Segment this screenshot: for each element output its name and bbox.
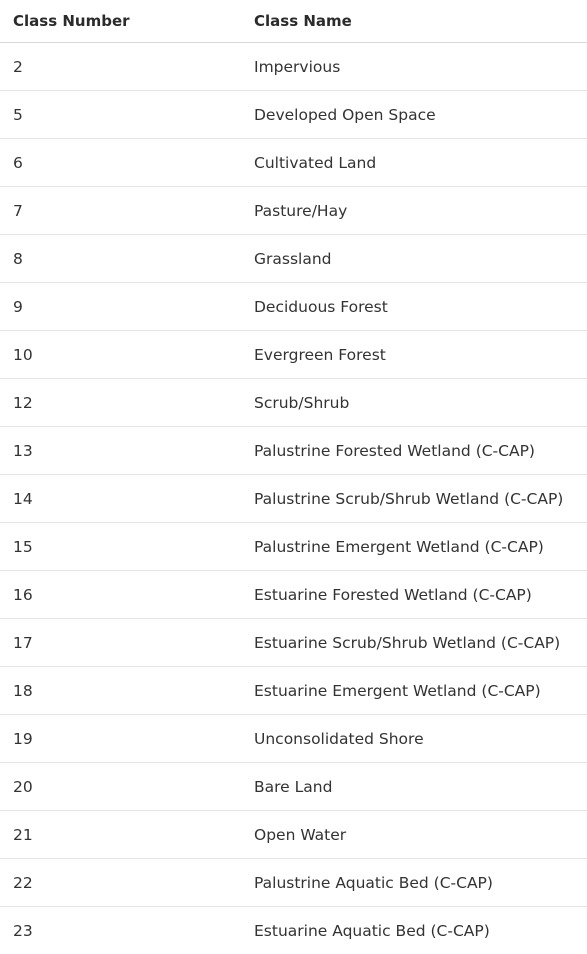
class-number-cell: 9: [0, 283, 241, 331]
class-name-cell: Scrub/Shrub: [241, 379, 587, 427]
class-name-cell: Pasture/Hay: [241, 187, 587, 235]
class-number-cell: 18: [0, 667, 241, 715]
class-name-cell: Estuarine Scrub/Shrub Wetland (C-CAP): [241, 619, 587, 667]
class-name-cell: Palustrine Aquatic Bed (C-CAP): [241, 859, 587, 907]
column-header-class-name: Class Name: [241, 0, 587, 43]
class-name-cell: Impervious: [241, 43, 587, 91]
class-number-cell: 12: [0, 379, 241, 427]
class-number-cell: 6: [0, 139, 241, 187]
class-number-cell: 13: [0, 427, 241, 475]
class-number-cell: 20: [0, 763, 241, 811]
class-name-cell: Palustrine Scrub/Shrub Wetland (C-CAP): [241, 475, 587, 523]
table-header: Class Number Class Name: [0, 0, 587, 43]
class-number-cell: 15: [0, 523, 241, 571]
class-number-cell: 17: [0, 619, 241, 667]
class-name-cell: Estuarine Emergent Wetland (C-CAP): [241, 667, 587, 715]
class-number-cell: 14: [0, 475, 241, 523]
class-name-cell: Deciduous Forest: [241, 283, 587, 331]
class-number-cell: 2: [0, 43, 241, 91]
class-number-cell: 5: [0, 91, 241, 139]
header-row: Class Number Class Name: [0, 0, 587, 43]
class-name-cell: Evergreen Forest: [241, 331, 587, 379]
class-number-cell: 23: [0, 907, 241, 954]
class-name-cell: Palustrine Forested Wetland (C-CAP): [241, 427, 587, 475]
column-header-class-number: Class Number: [0, 0, 241, 43]
class-number-cell: 8: [0, 235, 241, 283]
class-name-cell: Grassland: [241, 235, 587, 283]
class-name-cell: Developed Open Space: [241, 91, 587, 139]
class-name-cell: Unconsolidated Shore: [241, 715, 587, 763]
class-number-cell: 10: [0, 331, 241, 379]
class-number-cell: 7: [0, 187, 241, 235]
class-name-cell: Cultivated Land: [241, 139, 587, 187]
class-number-cell: 16: [0, 571, 241, 619]
class-number-cell: 22: [0, 859, 241, 907]
class-number-cell: 19: [0, 715, 241, 763]
class-name-cell: Estuarine Forested Wetland (C-CAP): [241, 571, 587, 619]
class-name-cell: Open Water: [241, 811, 587, 859]
class-number-cell: 21: [0, 811, 241, 859]
class-name-cell: Palustrine Emergent Wetland (C-CAP): [241, 523, 587, 571]
class-name-cell: Bare Land: [241, 763, 587, 811]
class-name-cell: Estuarine Aquatic Bed (C-CAP): [241, 907, 587, 954]
